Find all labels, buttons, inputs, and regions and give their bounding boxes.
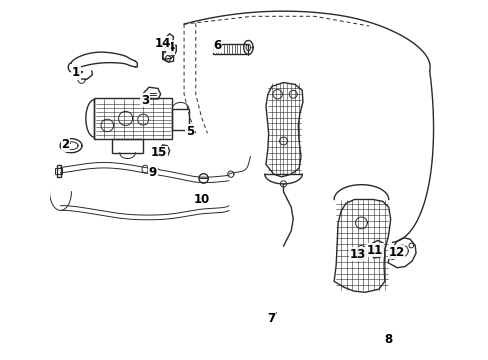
Text: 1: 1 bbox=[72, 66, 82, 79]
Text: 10: 10 bbox=[193, 193, 209, 206]
Text: 6: 6 bbox=[213, 39, 221, 52]
Bar bbox=[55, 168, 61, 174]
Bar bbox=[213, 44, 247, 54]
Text: 3: 3 bbox=[141, 94, 149, 107]
Bar bbox=[172, 109, 188, 130]
Text: 14: 14 bbox=[154, 37, 170, 50]
Bar bbox=[94, 98, 172, 139]
Text: 12: 12 bbox=[387, 246, 404, 258]
Text: 9: 9 bbox=[148, 166, 158, 179]
Bar bbox=[57, 165, 61, 177]
Text: 11: 11 bbox=[366, 244, 383, 257]
Text: 5: 5 bbox=[185, 125, 194, 138]
Bar bbox=[112, 139, 143, 153]
Text: 15: 15 bbox=[150, 146, 166, 159]
Text: 7: 7 bbox=[267, 312, 276, 325]
Text: 13: 13 bbox=[349, 248, 365, 261]
Text: 8: 8 bbox=[384, 333, 392, 346]
Text: 2: 2 bbox=[61, 138, 70, 152]
Text: 4: 4 bbox=[166, 41, 174, 54]
